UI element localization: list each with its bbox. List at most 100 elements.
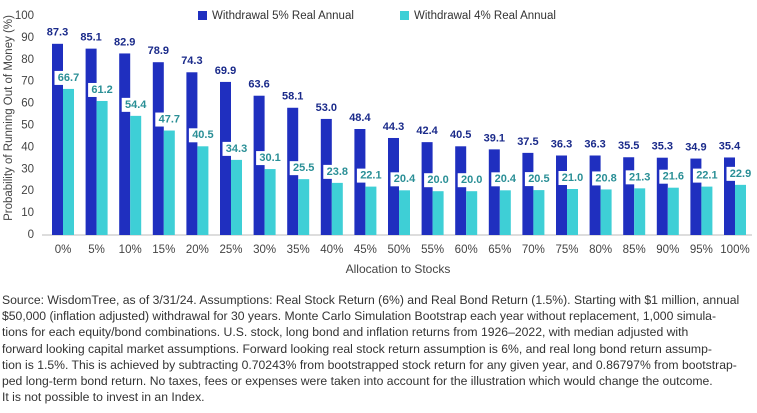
bar <box>421 142 433 235</box>
x-tick-label: 35% <box>287 244 310 256</box>
value-label: 20.0 <box>427 174 448 186</box>
bar <box>690 158 702 235</box>
value-label-box <box>513 134 542 149</box>
source-line: It is not possible to invest in an Index… <box>2 390 205 405</box>
y-tick-label: 40 <box>21 141 34 153</box>
value-label-box <box>659 169 688 184</box>
value-label: 21.6 <box>663 171 684 183</box>
y-tick-label: 50 <box>21 120 34 132</box>
bar <box>119 53 131 235</box>
x-tick-label: 25% <box>219 244 242 256</box>
bar <box>567 189 578 235</box>
value-label: 36.3 <box>584 138 605 150</box>
value-label: 53.0 <box>316 102 337 114</box>
value-label: 82.9 <box>114 36 135 48</box>
value-label: 44.3 <box>383 121 404 133</box>
bar <box>298 179 310 235</box>
value-label: 37.5 <box>517 136 538 148</box>
source-line: tions for each equity/bond combinations.… <box>2 325 689 340</box>
source-line: forward looking capital market assumptio… <box>2 341 712 356</box>
bar <box>186 72 198 236</box>
value-label-box <box>245 77 274 92</box>
value-label-box <box>177 54 206 69</box>
value-label: 42.4 <box>416 125 438 137</box>
bar <box>556 155 567 235</box>
x-tick-label: 95% <box>690 244 713 256</box>
value-label: 20.4 <box>495 173 517 185</box>
value-label: 20.0 <box>461 174 482 186</box>
y-tick-label: 90 <box>21 32 34 44</box>
value-label: 22.1 <box>360 170 381 182</box>
source-line: tion is 1.5%. This is achieved by subtra… <box>2 357 737 372</box>
value-label: 63.6 <box>248 79 269 91</box>
bar <box>163 130 175 235</box>
value-label: 78.9 <box>148 45 169 57</box>
y-tick-label: 70 <box>21 76 34 88</box>
x-tick-label: 30% <box>253 244 276 256</box>
value-label: 30.1 <box>259 152 280 164</box>
bar <box>735 184 746 235</box>
legend-label: Withdrawal 4% Real Annual <box>414 10 556 22</box>
value-label-box <box>524 172 553 187</box>
bar <box>455 146 467 235</box>
x-tick-label: 100% <box>720 244 749 256</box>
x-tick-label: 55% <box>421 244 444 256</box>
value-label: 20.4 <box>394 173 416 185</box>
value-label-box <box>581 137 610 152</box>
bar <box>667 187 679 235</box>
x-tick-label: 10% <box>119 244 142 256</box>
value-label: 61.2 <box>91 84 112 96</box>
y-tick-label: 10 <box>21 207 34 219</box>
value-label-box <box>558 171 587 186</box>
value-label-box <box>592 171 621 186</box>
bar <box>220 81 231 235</box>
bar <box>488 149 500 235</box>
bar <box>432 191 444 235</box>
bar <box>152 62 164 235</box>
value-label-box <box>692 168 721 183</box>
bar <box>634 188 646 235</box>
value-label-box <box>256 151 285 166</box>
value-label-box <box>457 173 486 188</box>
value-label-box <box>77 30 106 45</box>
x-tick-label: 65% <box>488 244 511 256</box>
value-label: 35.4 <box>719 140 741 152</box>
value-label-box <box>648 139 677 154</box>
value-label: 35.5 <box>618 140 639 152</box>
value-label-box <box>413 124 442 139</box>
value-label: 20.8 <box>595 172 616 184</box>
value-label: 22.1 <box>696 170 717 182</box>
value-label-box <box>715 139 744 154</box>
value-label: 22.9 <box>730 168 751 180</box>
value-label: 85.1 <box>80 32 101 44</box>
bar <box>499 190 511 235</box>
value-label-box <box>625 170 654 185</box>
value-label-box <box>121 97 150 112</box>
x-tick-label: 75% <box>555 244 578 256</box>
value-label: 69.9 <box>215 65 236 77</box>
source-line: $50,000 (inflation adjusted) withdrawal … <box>2 309 717 324</box>
value-label: 87.3 <box>47 27 68 39</box>
value-label: 23.8 <box>327 166 348 178</box>
bar <box>522 152 534 235</box>
x-tick-label: 20% <box>186 244 209 256</box>
value-label-box <box>446 128 475 143</box>
source-line: ped long-term bond return. No taxes, fee… <box>2 374 713 389</box>
value-label: 34.3 <box>226 143 247 155</box>
value-label-box <box>379 119 408 134</box>
x-tick-label: 60% <box>455 244 478 256</box>
value-label: 74.3 <box>181 55 202 67</box>
value-label-box <box>312 100 341 115</box>
value-label-box <box>289 161 318 176</box>
value-label: 21.0 <box>562 172 583 184</box>
bar <box>331 182 343 235</box>
bar <box>589 155 601 235</box>
value-label-box <box>188 128 217 143</box>
value-label: 40.5 <box>450 129 471 141</box>
value-label-box <box>480 131 509 146</box>
bar <box>466 191 478 235</box>
bar <box>388 137 399 235</box>
bar <box>365 186 377 235</box>
value-label-box <box>390 172 419 187</box>
